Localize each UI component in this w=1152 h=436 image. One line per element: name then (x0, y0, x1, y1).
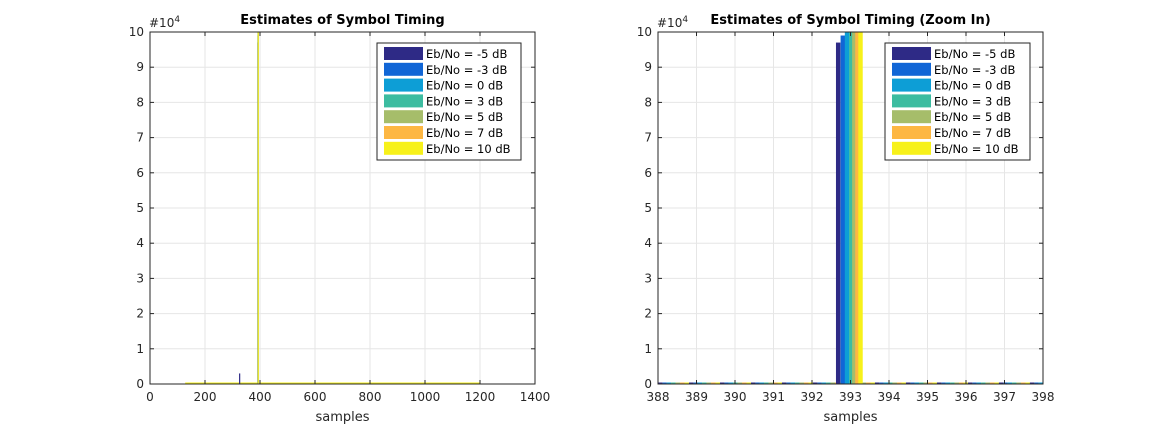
chart1-legend-swatch-6 (384, 126, 423, 139)
chart1-legend-label-7: Eb/No = 10 dB (426, 142, 511, 156)
chart1-legend-swatch-1 (384, 47, 423, 60)
chart1-legend-swatch-7 (384, 141, 423, 155)
chart1-group: 0 200 400 600 800 1000 1200 1400 0 1 2 3 4 5 6 7 8 9 10 #10… (129, 13, 551, 425)
chart1-x-tick-label: 1400 (520, 390, 551, 404)
chart2-x-tick-label: 398 (1032, 390, 1055, 404)
chart2-y-tick-label: 0 (644, 377, 652, 391)
chart2-bar-4 (849, 32, 854, 384)
chart2-legend-swatch-5 (892, 110, 931, 124)
chart1-legend-label-3: Eb/No = 0 dB (426, 79, 503, 93)
chart1-legend-swatch-4 (384, 94, 423, 108)
chart1-legend-swatch-3 (384, 78, 423, 92)
chart1-x-tick-label: 200 (194, 390, 217, 404)
chart1-legend-label-5: Eb/No = 5 dB (426, 110, 503, 124)
chart1-x-tick-label: 400 (249, 390, 272, 404)
chart2-legend-swatch-7 (892, 141, 931, 155)
chart2-y-tick-label: 3 (644, 271, 652, 285)
chart2-y-tick-label: 8 (644, 95, 652, 109)
chart2-legend-swatch-4 (892, 94, 931, 108)
chart1-title: Estimates of Symbol Timing (240, 13, 445, 28)
chart2-x-tick-label: 388 (647, 390, 670, 404)
chart2-y-tick-label: 7 (644, 131, 652, 145)
chart1-y-tick-label: 10 (129, 25, 144, 39)
chart2-legend-swatch-6 (892, 126, 931, 139)
chart1-x-axis-label: samples (315, 410, 369, 425)
chart2-axis-exponent-power: 4 (682, 15, 688, 25)
chart2-legend-label-7: Eb/No = 10 dB (934, 142, 1019, 156)
chart2-x-tick-label: 395 (916, 390, 939, 404)
chart2-y-tick-label: 4 (644, 236, 652, 250)
chart2-y-tick-label: 9 (644, 60, 652, 74)
chart2-legend-swatch-3 (892, 78, 931, 92)
chart1-x-tick-label: 1000 (410, 390, 441, 404)
chart2-x-tick-label: 397 (993, 390, 1016, 404)
chart2-legend-swatch-2 (892, 62, 931, 76)
chart2-legend-label-4: Eb/No = 3 dB (934, 94, 1011, 108)
chart2-x-tick-label: 391 (762, 390, 785, 404)
chart1-y-tick-label: 6 (136, 166, 144, 180)
chart1-axis-exponent-power: 4 (174, 15, 180, 25)
chart2-x-tick-label: 394 (878, 390, 901, 404)
chart1-x-tick-label: 800 (359, 390, 382, 404)
chart1-legend-swatch-2 (384, 62, 423, 76)
chart1-legend-label-6: Eb/No = 7 dB (426, 126, 503, 140)
chart2-bar-3 (844, 32, 850, 384)
chart2-bar-7 (858, 32, 863, 384)
chart1-y-tick-label: 3 (136, 271, 144, 285)
chart2-x-tick-label: 396 (955, 390, 978, 404)
chart2-bar-2 (840, 35, 846, 385)
chart2-title: Estimates of Symbol Timing (Zoom In) (710, 13, 990, 28)
chart1-legend-label-4: Eb/No = 3 dB (426, 94, 503, 108)
chart1-axis-exponent: #104 (149, 15, 180, 30)
chart2-bar-1 (835, 42, 841, 385)
chart1-legend-swatch-5 (384, 110, 423, 124)
chart2-legend-label-1: Eb/No = -5 dB (934, 47, 1015, 61)
chart1-y-tick-label: 7 (136, 131, 144, 145)
chart1-legend-label-1: Eb/No = -5 dB (426, 47, 507, 61)
chart1-y-tick-label: 9 (136, 60, 144, 74)
chart2-y-tick-label: 6 (644, 166, 652, 180)
chart2-x-axis-label: samples (823, 410, 877, 425)
chart2-x-tick-label: 393 (839, 390, 862, 404)
chart1-legend-label-2: Eb/No = -3 dB (426, 63, 507, 77)
chart2-x-tick-label: 389 (685, 390, 708, 404)
chart2-legend-label-5: Eb/No = 5 dB (934, 110, 1011, 124)
chart1-y-tick-label: 0 (136, 377, 144, 391)
chart2-legend-swatch-1 (892, 47, 931, 60)
chart2-bar-5 (852, 32, 857, 384)
chart2-y-tick-label: 2 (644, 307, 652, 321)
chart1-y-tick-label: 5 (136, 201, 144, 215)
chart2-group: 388 389 390 391 392 393 394 395 396 397 398 0 1 2 3 4 5 6… (637, 13, 1055, 425)
chart2-legend-label-6: Eb/No = 7 dB (934, 126, 1011, 140)
chart1-y-tick-label: 1 (136, 342, 144, 356)
chart1-x-tick-label: 0 (146, 390, 154, 404)
chart2-x-tick-label: 392 (801, 390, 824, 404)
chart2-x-tick-label: 390 (724, 390, 747, 404)
chart2-y-tick-label: 1 (644, 342, 652, 356)
chart1-y-tick-label: 4 (136, 236, 144, 250)
chart2-bar-6 (855, 32, 860, 384)
chart2-legend-label-3: Eb/No = 0 dB (934, 79, 1011, 93)
chart2-legend-label-2: Eb/No = -3 dB (934, 63, 1015, 77)
chart1-y-tick-label: 2 (136, 307, 144, 321)
chart2-y-tick-label: 10 (637, 25, 652, 39)
chart1-y-tick-label: 8 (136, 95, 144, 109)
chart1-x-tick-label: 600 (304, 390, 327, 404)
chart2-y-tick-label: 5 (644, 201, 652, 215)
chart2-axis-exponent: #104 (657, 15, 688, 30)
chart1-x-tick-label: 1200 (465, 390, 496, 404)
